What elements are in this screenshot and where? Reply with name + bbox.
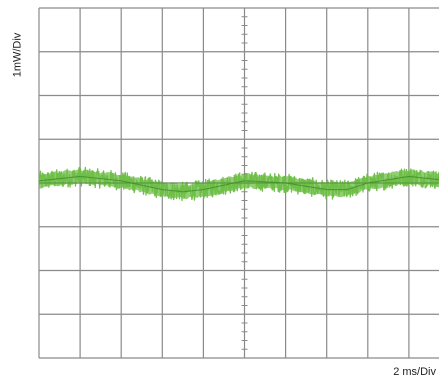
trace-envelope — [39, 169, 439, 200]
x-axis-label: 2 ms/Div — [393, 366, 436, 378]
trace-mean — [38, 175, 439, 193]
